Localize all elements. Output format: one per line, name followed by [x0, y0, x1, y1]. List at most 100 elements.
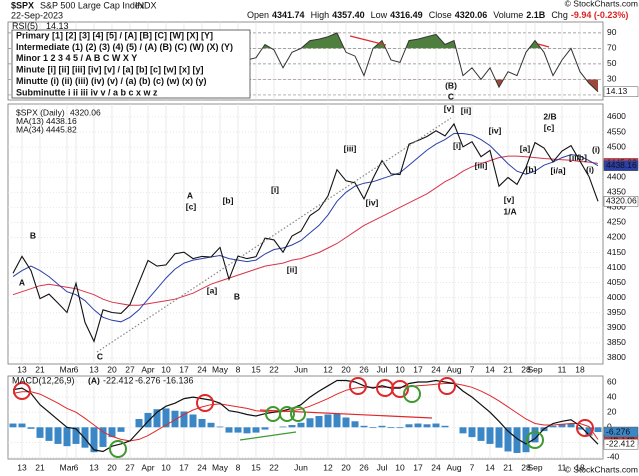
y-tick-label: 90 [607, 27, 617, 37]
price-stats: Open 4341.74 High 4357.40 Low 4316.49 Close 432… [247, 10, 628, 20]
wave-label: [ii] [287, 264, 298, 274]
y-tick-label: 50 [607, 58, 617, 68]
histogram-bar [234, 427, 242, 433]
histogram-bar [495, 427, 503, 448]
x-tick-label: Jun [294, 364, 308, 374]
wave-legend-entry: Intermediate (1) (2) (3) (4) (5) / (A) (… [16, 42, 233, 52]
histogram-bar [27, 427, 35, 429]
x-tick-label: 14 [485, 462, 495, 472]
value-tag [603, 160, 639, 171]
wave-label: [iv] [489, 125, 502, 135]
x-tick-label: 10 [161, 462, 171, 472]
wave-label: [c] [186, 201, 197, 211]
series-line [12, 122, 599, 343]
x-tick-label: 12 [323, 364, 333, 374]
histogram-bar [216, 426, 224, 428]
histogram-bar [99, 427, 107, 447]
panel-title: RSI(5) [12, 21, 38, 31]
wave-label: C [97, 351, 103, 361]
x-tick-label: Aug [446, 364, 461, 374]
wave-label: C [448, 91, 454, 101]
x-tick-label: Apr [141, 462, 154, 472]
wave-label: (B) [445, 80, 457, 90]
stat-label: Close [429, 10, 452, 20]
y-tick-label: 4000 [607, 292, 626, 302]
legend-value: 4438.16 [46, 116, 77, 126]
wave-label: [i/a] [550, 165, 565, 175]
x-tick-label: May [212, 462, 229, 472]
wave-label: B [234, 291, 240, 301]
histogram-bar [387, 427, 395, 429]
x-tick-label: 17 [179, 364, 189, 374]
x-tick-label: 22 [269, 462, 279, 472]
histogram-bar [9, 423, 17, 428]
value-tag [603, 438, 639, 450]
histogram-bar [306, 418, 314, 428]
histogram-bar [576, 427, 584, 430]
y-tick-label: 4350 [607, 187, 626, 197]
stat-label: Chg [551, 10, 568, 20]
x-tick-label: 10 [395, 364, 405, 374]
signal-value: -16.136 [163, 375, 194, 385]
wave-label: (A) [88, 375, 100, 385]
stat-value: 4320.06 [455, 10, 488, 20]
macd-frame [7, 375, 604, 460]
x-tick-label: 14 [485, 364, 495, 374]
signal-circle [526, 431, 544, 449]
x-tick-label: 17 [413, 364, 423, 374]
wave-label: [b] [526, 164, 537, 174]
histogram-bar [288, 425, 296, 428]
series-line [12, 155, 599, 306]
x-tick-label: 15 [251, 462, 261, 472]
histogram-bar [477, 427, 485, 441]
x-tick-label: Mar [60, 462, 75, 472]
histogram-bar [468, 427, 476, 438]
channel-line [96, 117, 452, 353]
wave-legend-box [11, 29, 251, 99]
x-tick-label: 10 [395, 462, 405, 472]
x-tick-label: 26 [359, 462, 369, 472]
x-tick-label: 24 [431, 462, 441, 472]
histogram-bar [522, 427, 530, 453]
y-tick-label: 4250 [607, 217, 626, 227]
trend-line [239, 431, 297, 441]
x-tick-label: 27 [125, 462, 135, 472]
wave-label: [a] [520, 143, 531, 153]
wave-label: [b] [223, 195, 234, 205]
legend-value: 4445.82 [46, 124, 77, 134]
wave-label: B [30, 230, 36, 240]
y-tick-label: 4400 [607, 171, 626, 181]
date: 22-Sep-2023 [11, 10, 63, 20]
histogram-bar [279, 426, 287, 428]
histogram-bar [504, 427, 512, 452]
y-tick-label: 3900 [607, 322, 626, 332]
x-tick-label: Jun [294, 462, 308, 472]
trend-line [259, 409, 433, 419]
exchange: INDX [135, 0, 157, 10]
signal-circle [349, 377, 367, 395]
x-tick-label: 18 [575, 462, 585, 472]
wave-legend-entry: Primary [1] [2] [3] [4] [5] / [A] [B] [C… [16, 30, 213, 40]
histogram-bar [342, 417, 350, 428]
histogram-bar [405, 424, 413, 428]
histogram-bar [171, 410, 179, 428]
histogram-bar [423, 424, 431, 428]
x-tick-label: 13 [89, 462, 99, 472]
x-tick-label: 26 [359, 364, 369, 374]
x-tick-label: 17 [413, 462, 423, 472]
signal-circle [13, 382, 31, 400]
price-frame [7, 103, 604, 365]
x-tick-label: 6 [74, 462, 79, 472]
y-tick-label: 4550 [607, 126, 626, 136]
signal-line [12, 383, 599, 442]
x-tick-label: 28 [521, 364, 531, 374]
x-tick-label: 13 [17, 364, 27, 374]
histogram-bar [549, 425, 557, 428]
stat-value: 4316.49 [390, 10, 423, 20]
trend-line [537, 43, 550, 48]
x-tick-label: Jul [377, 462, 388, 472]
x-tick-label: 20 [107, 364, 117, 374]
histogram-bar [207, 422, 215, 428]
label-layer: Primary [1] [2] [3] [4] [5] / [A] [B] [C… [12, 21, 600, 386]
